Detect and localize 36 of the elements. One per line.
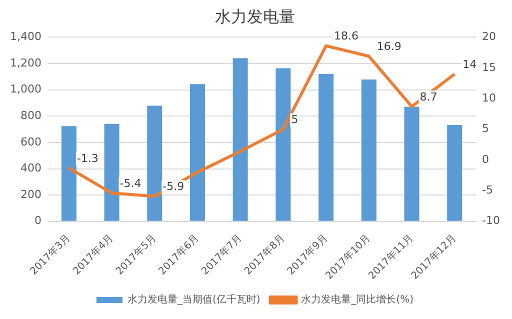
y2-tick-label: 20 <box>482 30 496 44</box>
data-label: 5 <box>291 113 298 126</box>
legend-label: 水力发电量_当期值(亿千瓦时) <box>127 294 260 306</box>
bar <box>61 126 76 221</box>
data-label: 8.7 <box>420 90 438 104</box>
y2-tick-label: -10 <box>482 214 500 228</box>
bar <box>276 68 291 221</box>
y-tick-label: 1,400 <box>10 30 42 44</box>
data-label: 14 <box>462 58 477 71</box>
data-label: 16.9 <box>376 40 402 54</box>
y2-tick-label: -5 <box>482 184 494 197</box>
bar <box>447 124 462 221</box>
y2-tick-label: 15 <box>482 60 496 74</box>
y-tick-label: 1,000 <box>10 82 42 96</box>
y2-tick-label: 5 <box>482 122 490 136</box>
bar <box>104 124 120 221</box>
y2-tick-label: 0 <box>482 152 490 166</box>
data-label: -5.9 <box>162 180 184 194</box>
y-tick-label: 0 <box>34 214 42 228</box>
data-label: 18.6 <box>334 30 359 43</box>
y2-tick-label: 10 <box>482 91 496 104</box>
data-label: -5.4 <box>120 177 142 190</box>
data-label: -1.3 <box>76 152 98 165</box>
bar <box>404 106 420 221</box>
bar <box>147 106 162 221</box>
bar <box>232 58 248 221</box>
y-tick-label: 200 <box>20 188 42 201</box>
y-tick-label: 1,200 <box>10 56 42 70</box>
y-tick-label: 400 <box>20 162 42 175</box>
bar <box>361 80 376 221</box>
chart-title: 水力发电量 <box>215 6 295 26</box>
legend-label: 水力发电量_同比增长(%) <box>301 294 414 306</box>
y-tick-label: 800 <box>20 108 42 122</box>
y-tick-label: 600 <box>20 135 42 148</box>
bar <box>318 74 334 221</box>
bar <box>190 84 205 221</box>
